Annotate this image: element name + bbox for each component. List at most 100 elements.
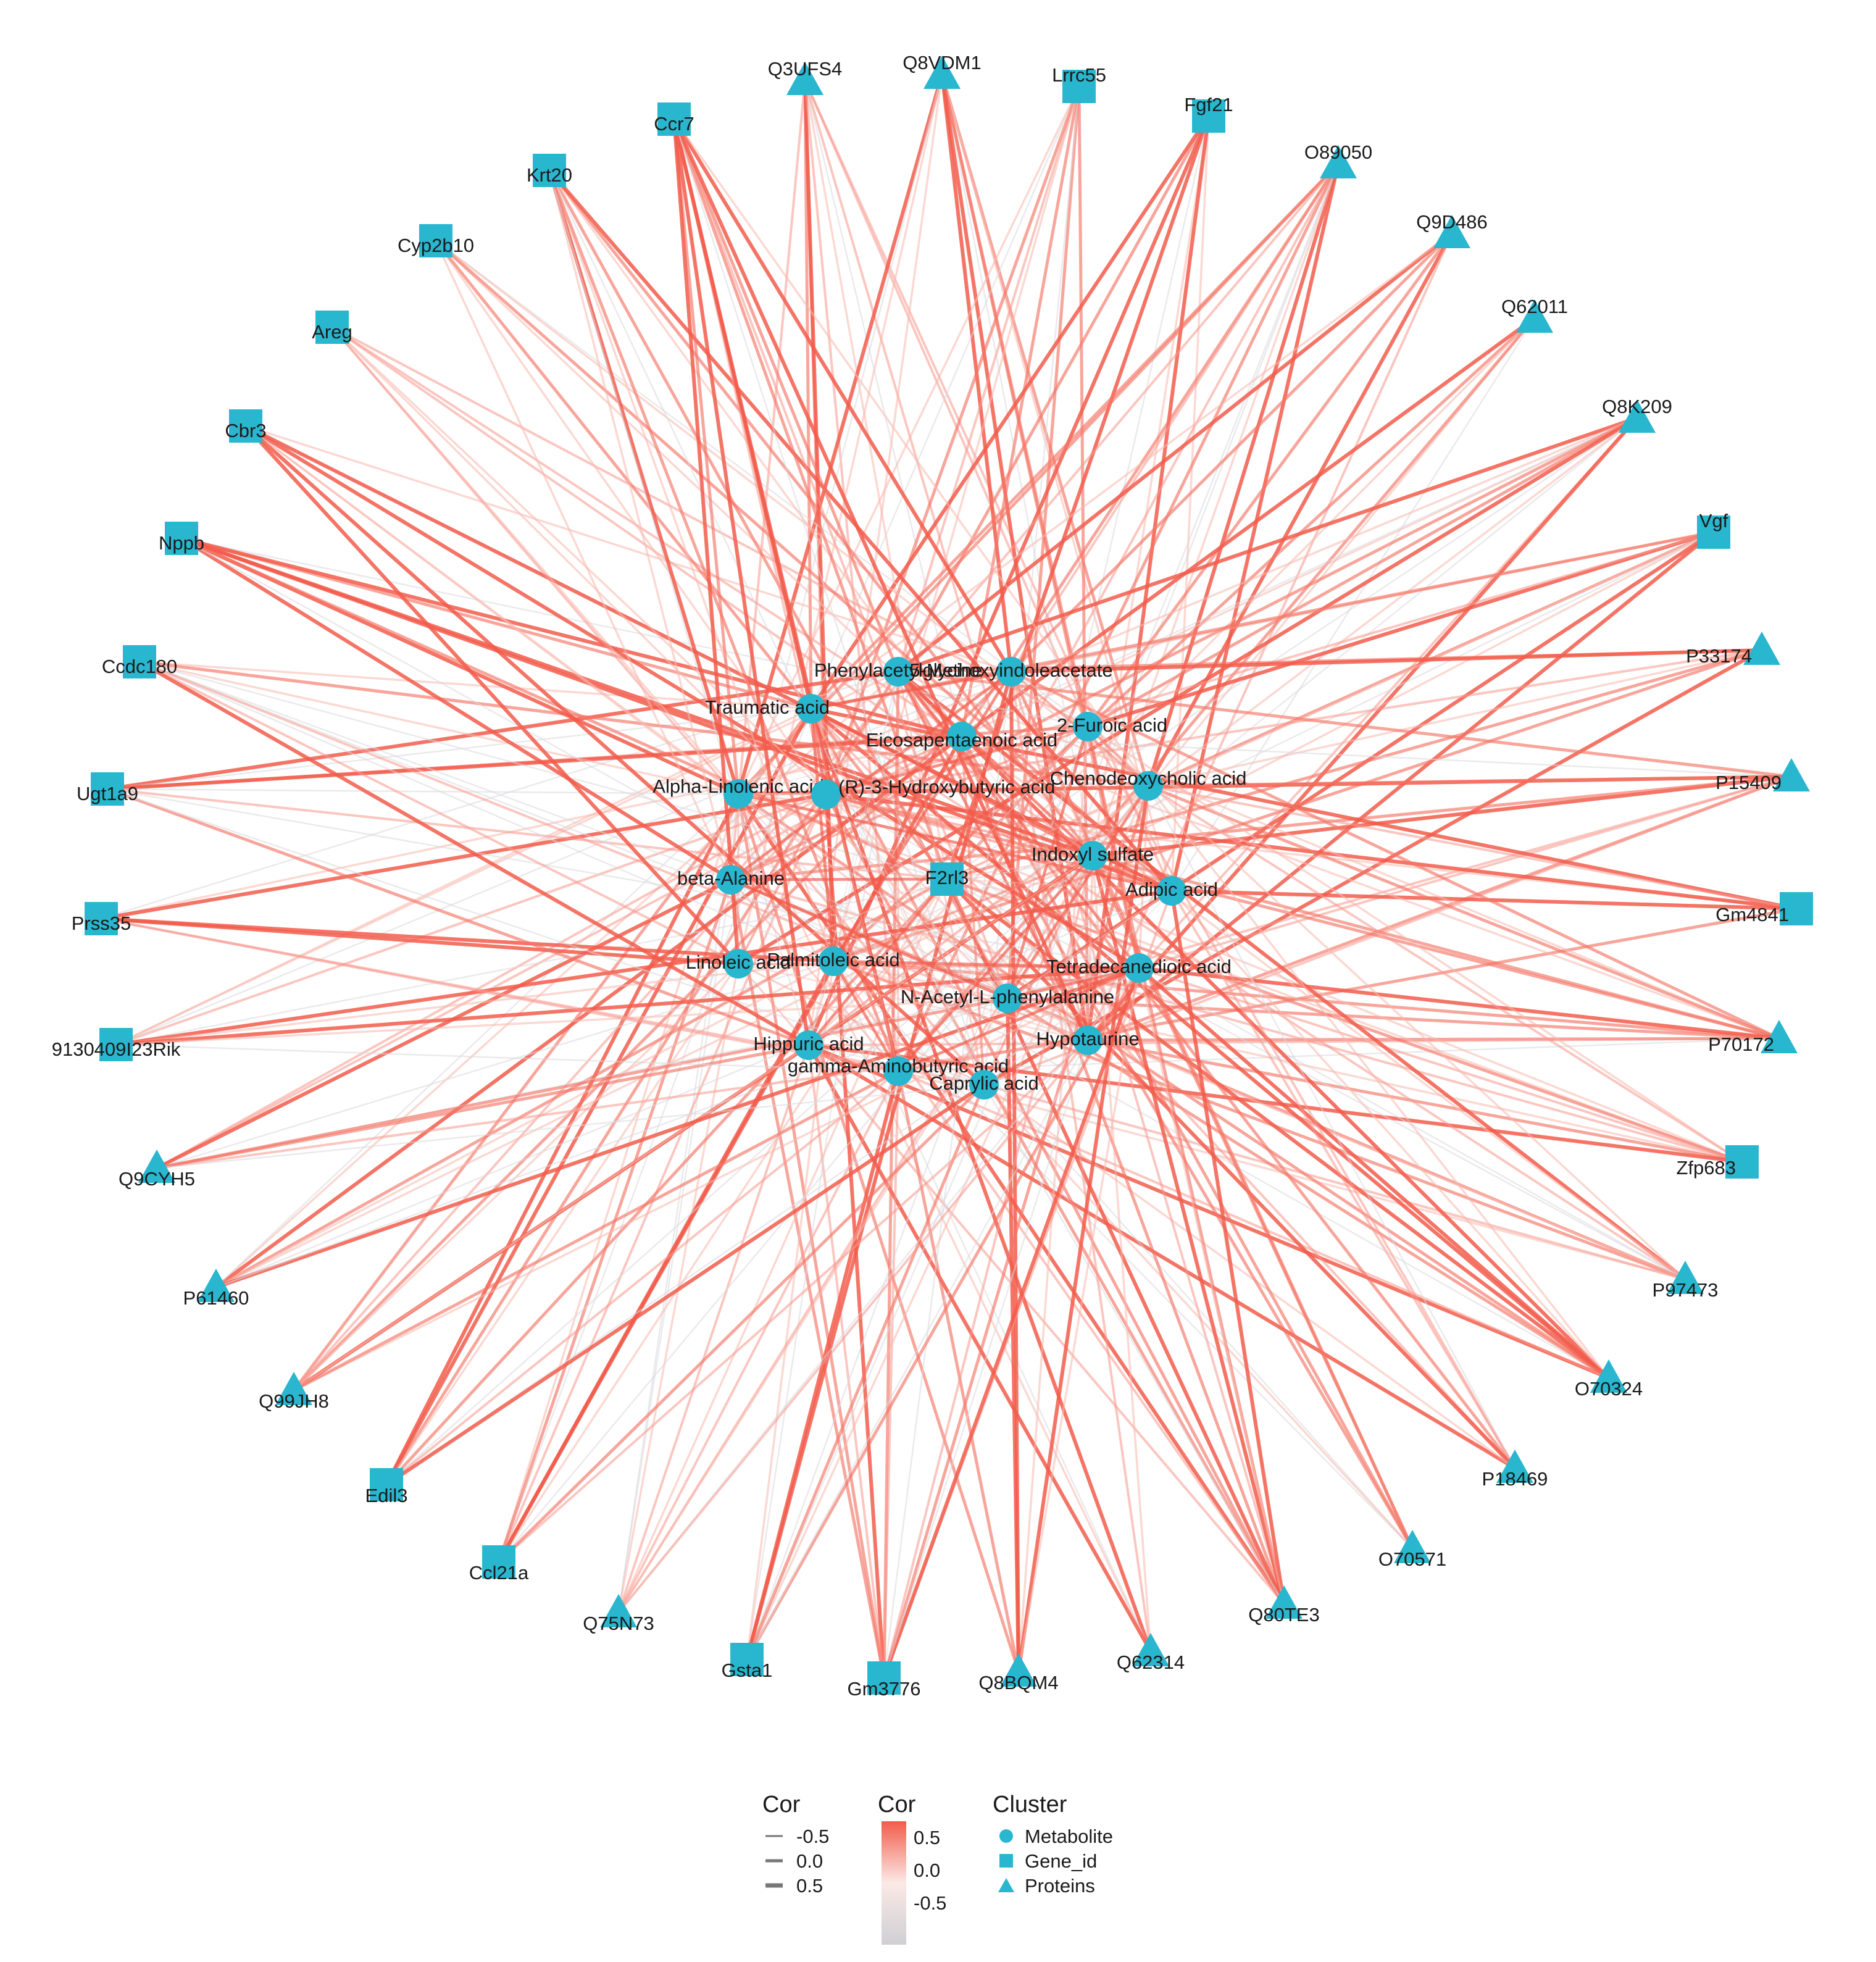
metabolite-node[interactable] — [1073, 1025, 1103, 1055]
gene-node[interactable] — [85, 902, 118, 935]
metabolite-node[interactable] — [723, 949, 753, 979]
inner-node[interactable]: Palmitoleic acid — [767, 946, 900, 976]
metabolite-node[interactable] — [883, 657, 913, 687]
gene-node[interactable] — [482, 1545, 515, 1579]
outer-node[interactable]: Q62011 — [1501, 296, 1568, 333]
protein-node[interactable] — [1433, 215, 1470, 248]
protein-node[interactable] — [1394, 1530, 1431, 1563]
outer-node[interactable]: Ccdc180 — [102, 645, 177, 678]
outer-node[interactable]: Ugt1a9 — [77, 772, 138, 806]
outer-node[interactable]: Areg — [312, 311, 352, 344]
inner-node[interactable]: (R)-3-Hydroxybutyric acid — [811, 776, 1055, 809]
outer-node[interactable]: O70324 — [1575, 1359, 1643, 1400]
protein-node[interactable] — [1000, 1653, 1037, 1687]
protein-node[interactable] — [1132, 1633, 1169, 1666]
inner-node[interactable]: 2-Furoic acid — [1057, 712, 1167, 741]
outer-node[interactable]: Q8K209 — [1602, 396, 1672, 433]
gene-node[interactable] — [867, 1661, 901, 1695]
protein-node[interactable] — [1516, 299, 1553, 333]
gene-node[interactable] — [1697, 516, 1730, 549]
gene-node[interactable] — [419, 224, 452, 257]
protein-node[interactable] — [600, 1594, 637, 1627]
metabolite-node[interactable] — [1133, 771, 1163, 801]
outer-node[interactable]: P61460 — [183, 1269, 249, 1309]
gene-node[interactable] — [123, 645, 156, 678]
outer-node[interactable]: P18469 — [1482, 1450, 1548, 1490]
inner-node[interactable]: Hippuric acid — [753, 1030, 864, 1060]
inner-node[interactable]: Hypotaurine — [1036, 1025, 1140, 1055]
outer-node[interactable]: Lrrc55 — [1052, 64, 1106, 103]
outer-node[interactable]: Q99JH8 — [259, 1372, 329, 1412]
outer-node[interactable]: Q9D486 — [1416, 211, 1488, 248]
inner-node[interactable]: Adipic acid — [1125, 876, 1218, 906]
outer-node[interactable]: Q8VDM1 — [903, 52, 982, 89]
metabolite-node[interactable] — [996, 657, 1026, 687]
metabolite-node[interactable] — [1078, 841, 1107, 870]
metabolite-node[interactable] — [796, 694, 826, 724]
outer-node[interactable]: P97473 — [1653, 1261, 1719, 1301]
metabolite-node[interactable] — [811, 780, 841, 809]
inner-node[interactable]: gamma-Aminobutyric acid — [788, 1055, 1009, 1086]
gene-node[interactable] — [930, 862, 964, 896]
gene-node[interactable] — [370, 1468, 403, 1501]
inner-node[interactable]: Alpha-Linolenic acid — [652, 775, 824, 809]
inner-node[interactable]: Traumatic acid — [705, 694, 830, 724]
gene-node[interactable] — [165, 522, 198, 555]
inner-node[interactable]: Chenodeoxycholic acid — [1050, 767, 1247, 801]
inner-node[interactable]: Linoleic acid — [686, 949, 791, 979]
protein-node[interactable] — [275, 1372, 312, 1405]
outer-node[interactable]: Q62314 — [1117, 1633, 1185, 1673]
outer-node[interactable]: Prss35 — [72, 902, 131, 935]
gene-node[interactable] — [1725, 1145, 1759, 1179]
metabolite-node[interactable] — [1073, 712, 1103, 741]
outer-node[interactable]: Q9CYH5 — [119, 1150, 195, 1190]
gene-node[interactable] — [657, 102, 691, 136]
inner-node[interactable]: Eicosapentaenoic acid — [866, 722, 1057, 751]
metabolite-node[interactable] — [794, 1030, 823, 1060]
protein-node[interactable] — [1773, 758, 1810, 791]
inner-node[interactable]: Indoxyl sulfate — [1032, 841, 1154, 870]
outer-node[interactable]: P33174 — [1686, 632, 1780, 667]
outer-node[interactable]: Ccr7 — [654, 102, 694, 136]
protein-node[interactable] — [923, 56, 961, 89]
gene-node[interactable] — [315, 311, 349, 344]
protein-node[interactable] — [1667, 1261, 1704, 1294]
inner-node[interactable]: 5-Methoxyindoleacetate — [909, 657, 1113, 687]
outer-node[interactable]: O89050 — [1304, 141, 1372, 178]
outer-node[interactable]: P70172 — [1708, 1020, 1798, 1055]
protein-node[interactable] — [1619, 399, 1656, 433]
outer-node[interactable]: Q80TE3 — [1248, 1585, 1320, 1626]
inner-node[interactable]: F2rl3 — [925, 862, 969, 896]
protein-node[interactable] — [1265, 1585, 1303, 1619]
gene-node[interactable] — [229, 409, 262, 443]
metabolite-node[interactable] — [883, 1056, 913, 1086]
protein-node[interactable] — [1590, 1359, 1627, 1393]
protein-node[interactable] — [1496, 1450, 1533, 1483]
metabolite-node[interactable] — [723, 779, 753, 809]
protein-node[interactable] — [198, 1269, 235, 1302]
outer-node[interactable]: Nppb — [159, 522, 204, 555]
metabolite-node[interactable] — [947, 722, 977, 751]
gene-node[interactable] — [99, 1028, 133, 1061]
metabolite-node[interactable] — [1124, 953, 1154, 983]
gene-node[interactable] — [1192, 99, 1225, 133]
outer-node[interactable]: Gm4841 — [1715, 892, 1813, 925]
outer-node[interactable]: 9130409I23Rik — [52, 1028, 181, 1061]
gene-node[interactable] — [91, 772, 124, 806]
inner-node[interactable]: N-Acetyl-L-phenylalanine — [901, 983, 1114, 1013]
outer-node[interactable]: P15409 — [1715, 758, 1810, 793]
protein-node[interactable] — [138, 1150, 175, 1183]
outer-node[interactable]: Cbr3 — [225, 409, 267, 443]
outer-node[interactable]: Fgf21 — [1184, 94, 1233, 133]
metabolite-node[interactable] — [1157, 876, 1186, 906]
outer-node[interactable]: Q8BQM4 — [978, 1653, 1059, 1693]
protein-node[interactable] — [786, 62, 823, 95]
outer-node[interactable]: Gsta1 — [722, 1643, 773, 1681]
outer-node[interactable]: Gm3776 — [848, 1661, 921, 1700]
metabolite-node[interactable] — [716, 865, 746, 895]
metabolite-node[interactable] — [969, 1070, 999, 1100]
outer-node[interactable]: Q3UFS4 — [768, 58, 843, 95]
outer-node[interactable]: Ccl21a — [469, 1545, 529, 1584]
outer-node[interactable]: Zfp683 — [1676, 1145, 1759, 1179]
metabolite-node[interactable] — [819, 946, 848, 976]
